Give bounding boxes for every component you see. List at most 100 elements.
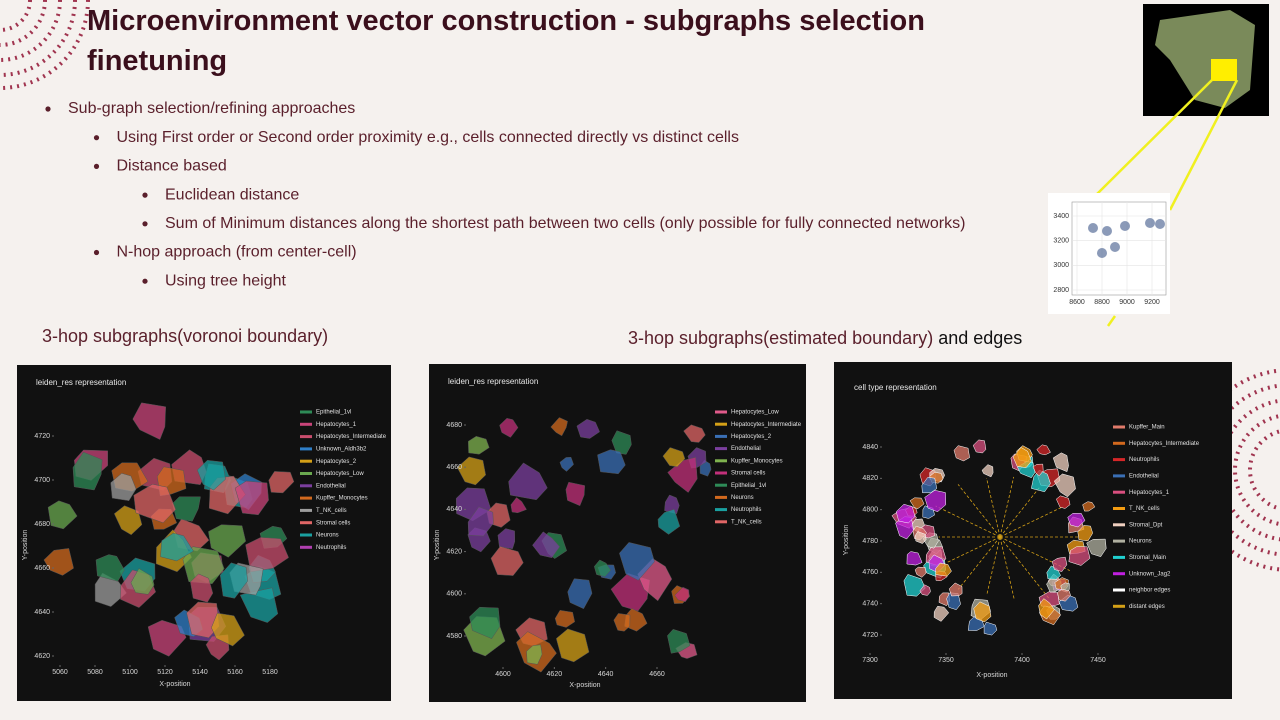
legend-swatch [1113,604,1125,608]
x-tick-label: 5080 [87,669,103,676]
legend-swatch [715,459,727,463]
cell-region [1082,501,1096,512]
distant-edge [999,506,1063,538]
x-tick-label: 7350 [938,657,954,664]
bullet-dot [142,278,148,284]
cell-region [983,621,998,636]
bullet-dot [45,106,51,112]
y-tick-label: 4760 [862,569,878,576]
legend-label: Epithelial_1vl [731,483,766,489]
cell-region [981,464,994,478]
y-axis-label: Y-position [843,525,850,556]
distant-edge [999,486,1040,538]
legend-label: distant edges [1129,604,1165,610]
cell-region [667,456,698,493]
x-tick-label: 9000 [1119,299,1135,306]
cell-region [1053,473,1076,498]
legend-label: Unknown_Aldh3b2 [316,446,367,452]
cell-region [948,582,963,597]
cell-region [924,490,947,513]
y-tick-label: 2800 [1053,287,1069,294]
cell-region [915,531,927,544]
cell-region [239,587,279,623]
legend-label: Kupffer_Monocytes [731,458,783,464]
x-axis-label: X-position [976,672,1007,679]
legend-swatch [1113,588,1125,592]
legend-label: Stromal cells [731,471,765,477]
legend-label: Hepatocytes_Low [316,471,364,477]
cell-region [490,546,524,576]
cell-region [526,644,543,665]
legend-label: Epithelial_1vl [316,410,351,416]
cell-region [909,497,925,510]
cell-region [895,503,916,524]
y-tick-label: 3000 [1053,262,1069,269]
slide-thumbnail [1094,4,1269,327]
plot-bg [1048,193,1170,314]
bullet-text: Distance based [117,158,227,175]
y-tick-label: 4680 [446,422,462,429]
x-tick-label: 4660 [649,671,665,678]
cell-region [160,532,194,562]
cell-region [133,483,176,524]
cell-region [664,494,680,515]
cell-region [469,606,501,640]
cell-region [1068,546,1091,566]
legend-label: Neutrophils [1129,457,1159,463]
cell-region [72,451,103,491]
cell-region [1052,452,1069,473]
bullet-dot [142,221,148,227]
cell-region [1038,598,1055,620]
cell-region [657,508,681,535]
cell-region [576,419,600,439]
legend-swatch [300,422,312,426]
caption-part: 3-hop subgraphs(estimated boundary) [628,328,933,348]
cell-region [662,447,686,468]
cell-region [556,628,590,663]
x-tick-label: 5120 [157,669,173,676]
legend-label: Neurons [1129,539,1152,545]
cell-region [567,578,593,610]
legend-label: Hepatocytes_Intermediate [731,422,802,428]
cell-region [683,424,706,443]
legend-label: Neurons [731,495,754,501]
x-tick-label: 4600 [495,671,511,678]
legend-swatch [300,496,312,500]
distant-edge [957,484,1001,538]
figure-title: leiden_res representation [448,377,538,386]
x-tick-label: 5140 [192,669,208,676]
y-tick-label: 4800 [862,507,878,514]
cell-region [497,528,516,549]
y-tick-label: 4620 [34,653,50,660]
y-tick-label: 3400 [1053,213,1069,220]
legend-label: Neurons [316,533,339,539]
cell-region [1031,469,1051,493]
distant-edge [986,478,1001,538]
legend-swatch [300,447,312,451]
legend-swatch [715,495,727,499]
legend-label: Endothelial [316,483,346,489]
y-tick-label: 4840 [862,444,878,451]
legend-label: Neutrophils [731,507,761,513]
legend-label: Hepatocytes_Intermediate [1129,441,1200,447]
cell-region [468,436,490,455]
bullet-dot [93,135,100,141]
bullet-text: Using tree height [165,272,287,289]
cell-region [1032,463,1044,477]
figure-title: leiden_res representation [36,378,126,387]
cell-region [914,566,927,578]
x-tick-label: 7300 [862,657,878,664]
figure: leiden_res representation 5060 5080 5100 512… [17,365,391,701]
cell-region [953,445,970,462]
x-tick-label: 4620 [547,671,563,678]
legend-swatch [1113,425,1125,429]
legend-swatch [715,471,727,475]
cell-region [921,477,938,494]
bullet-text: N-hop approach (from center-cell) [117,244,357,261]
legend-swatch [300,508,312,512]
cell-region [510,497,527,514]
slide-title: Microenvironment vector construction - s… [87,5,925,37]
legend-swatch [1113,490,1125,494]
figure-bg [834,362,1232,699]
